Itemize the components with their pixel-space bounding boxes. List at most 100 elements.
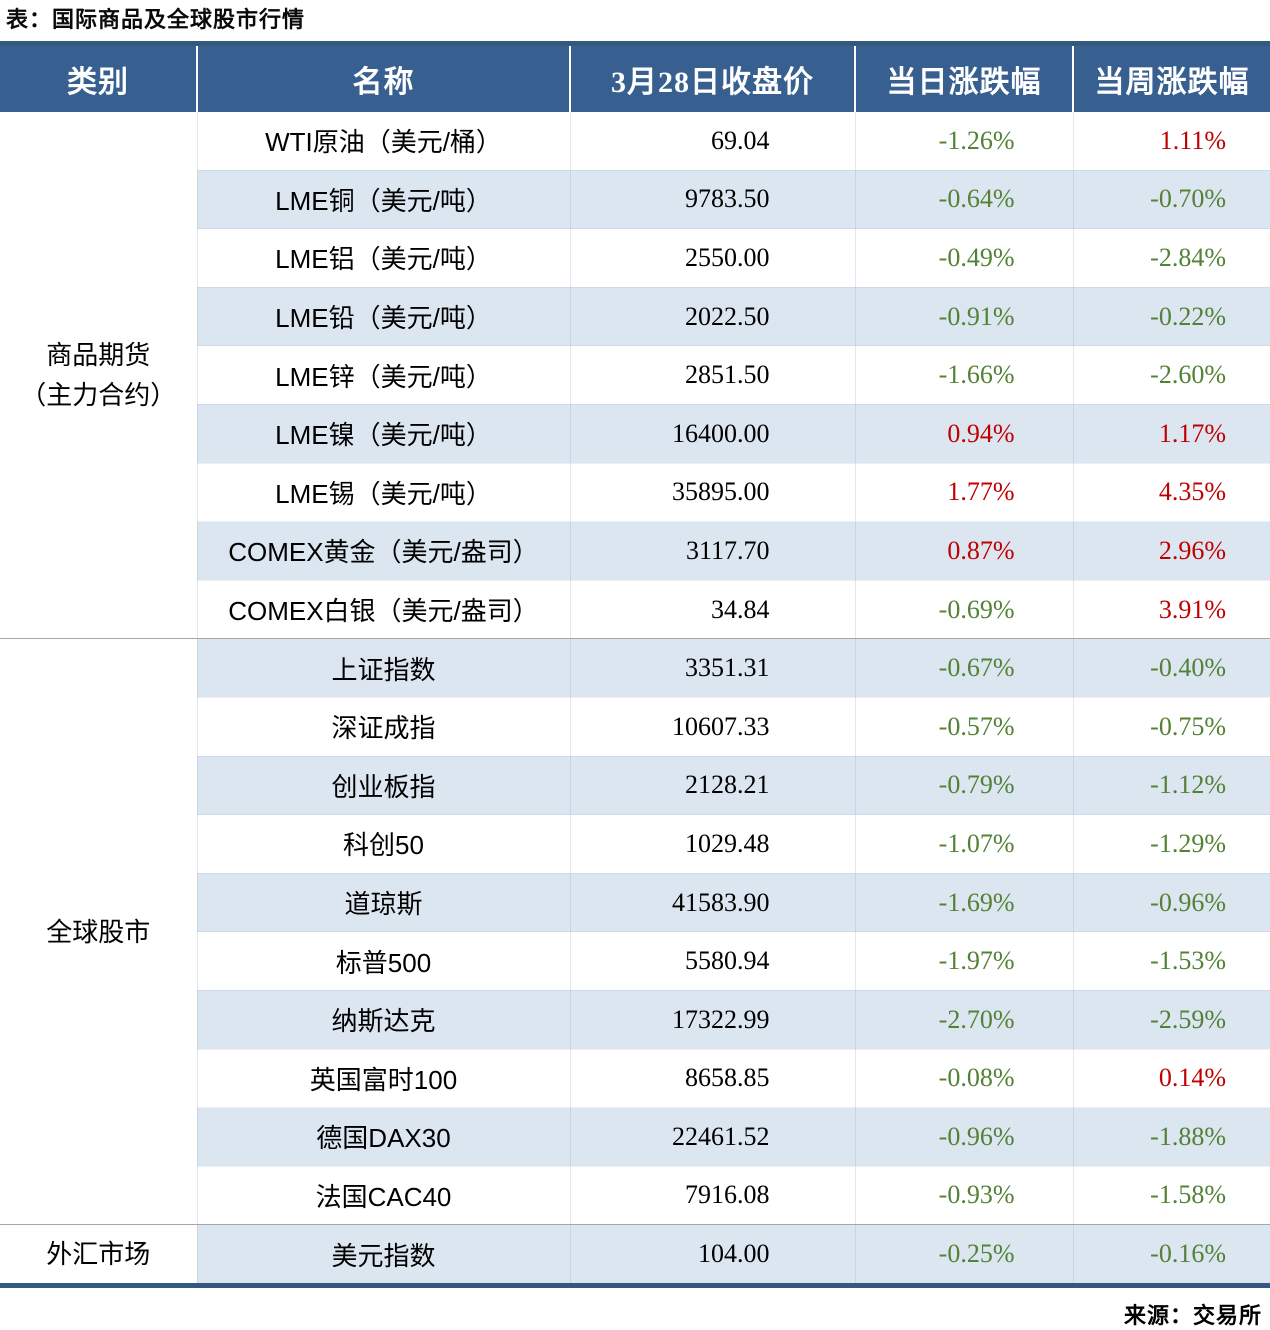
close-price-cell: 5580.94 [570, 931, 856, 991]
name-cell: 标普500 [197, 931, 571, 991]
week-change-cell: -0.75% [1073, 697, 1270, 757]
col-header-close: 3月28日收盘价 [570, 43, 856, 112]
week-change-cell: 1.17% [1073, 404, 1270, 464]
day-change-cell: -1.07% [855, 814, 1074, 874]
close-price-cell: 9783.50 [570, 170, 856, 230]
col-header-category: 类别 [0, 43, 198, 112]
close-price-cell: 41583.90 [570, 873, 856, 933]
table-row: LME铅（美元/吨） 2022.50 -0.91% -0.22% [0, 287, 1270, 347]
category-cell: 全球股市 [0, 638, 198, 1226]
table-row: COMEX黄金（美元/盎司） 3117.70 0.87% 2.96% [0, 521, 1270, 581]
week-change-cell: -1.12% [1073, 756, 1270, 816]
day-change-cell: -0.25% [855, 1224, 1074, 1286]
table-row: 创业板指 2128.21 -0.79% -1.12% [0, 756, 1270, 816]
day-change-cell: -0.91% [855, 287, 1074, 347]
week-change-cell: 2.96% [1073, 521, 1270, 581]
page-title: 表：国际商品及全球股市行情 [6, 7, 306, 32]
day-change-cell: -0.93% [855, 1166, 1074, 1226]
week-change-cell: -1.88% [1073, 1107, 1270, 1167]
name-cell: 上证指数 [197, 638, 571, 698]
name-cell: 创业板指 [197, 756, 571, 816]
name-cell: LME锡（美元/吨） [197, 463, 571, 523]
name-cell: COMEX白银（美元/盎司） [197, 580, 571, 640]
table-row: LME铜（美元/吨） 9783.50 -0.64% -0.70% [0, 170, 1270, 230]
name-cell: 美元指数 [197, 1224, 571, 1286]
week-change-cell: -2.59% [1073, 990, 1270, 1050]
week-change-cell: 4.35% [1073, 463, 1270, 523]
table-row: 科创50 1029.48 -1.07% -1.29% [0, 814, 1270, 874]
quotes-table: 类别 名称 3月28日收盘价 当日涨跌幅 当周涨跌幅 商品期货 （主力合约） WT… [0, 41, 1270, 1288]
table-row: 道琼斯 41583.90 -1.69% -0.96% [0, 873, 1270, 933]
day-change-cell: 0.94% [855, 404, 1074, 464]
close-price-cell: 2022.50 [570, 287, 856, 347]
close-price-cell: 10607.33 [570, 697, 856, 757]
day-change-cell: -0.08% [855, 1049, 1074, 1109]
close-price-cell: 2851.50 [570, 345, 856, 405]
table-header: 类别 名称 3月28日收盘价 当日涨跌幅 当周涨跌幅 [0, 43, 1270, 112]
week-change-cell: -0.70% [1073, 170, 1270, 230]
table-row: COMEX白银（美元/盎司） 34.84 -0.69% 3.91% [0, 580, 1270, 640]
name-cell: LME镍（美元/吨） [197, 404, 571, 464]
table-row: 德国DAX30 22461.52 -0.96% -1.88% [0, 1107, 1270, 1167]
close-price-cell: 2128.21 [570, 756, 856, 816]
table-row: 全球股市 上证指数 3351.31 -0.67% -0.40% [0, 638, 1270, 1226]
category-cell: 外汇市场 [0, 1224, 198, 1286]
close-price-cell: 34.84 [570, 580, 856, 640]
close-price-cell: 1029.48 [570, 814, 856, 874]
col-header-day-change: 当日涨跌幅 [855, 43, 1074, 112]
day-change-cell: -0.57% [855, 697, 1074, 757]
week-change-cell: -2.84% [1073, 228, 1270, 288]
col-header-week-change: 当周涨跌幅 [1073, 43, 1270, 112]
name-cell: 英国富时100 [197, 1049, 571, 1109]
name-cell: 科创50 [197, 814, 571, 874]
table-row: 商品期货 （主力合约） WTI原油（美元/桶） 69.04 -1.26% 1.11% [0, 112, 1270, 640]
table-row: 英国富时100 8658.85 -0.08% 0.14% [0, 1049, 1270, 1109]
close-price-cell: 3117.70 [570, 521, 856, 581]
week-change-cell: -0.96% [1073, 873, 1270, 933]
name-cell: LME铝（美元/吨） [197, 228, 571, 288]
name-cell: 道琼斯 [197, 873, 571, 933]
close-price-cell: 35895.00 [570, 463, 856, 523]
close-price-cell: 104.00 [570, 1224, 856, 1286]
week-change-cell: -1.53% [1073, 931, 1270, 991]
day-change-cell: 0.87% [855, 521, 1074, 581]
name-cell: LME铅（美元/吨） [197, 287, 571, 347]
close-price-cell: 17322.99 [570, 990, 856, 1050]
table-row: LME铝（美元/吨） 2550.00 -0.49% -2.84% [0, 228, 1270, 288]
table-body: 商品期货 （主力合约） WTI原油（美元/桶） 69.04 -1.26% 1.11% LM… [0, 112, 1270, 1286]
name-cell: 纳斯达克 [197, 990, 571, 1050]
close-price-cell: 3351.31 [570, 638, 856, 698]
table-row: 外汇市场 美元指数 104.00 -0.25% -0.16% [0, 1224, 1270, 1286]
name-cell: WTI原油（美元/桶） [197, 112, 571, 171]
table-row: 法国CAC40 7916.08 -0.93% -1.58% [0, 1166, 1270, 1226]
week-change-cell: -0.16% [1073, 1224, 1270, 1286]
week-change-cell: -1.58% [1073, 1166, 1270, 1226]
day-change-cell: -0.64% [855, 170, 1074, 230]
table-row: 标普500 5580.94 -1.97% -1.53% [0, 931, 1270, 991]
table-row: 纳斯达克 17322.99 -2.70% -2.59% [0, 990, 1270, 1050]
header-row: 类别 名称 3月28日收盘价 当日涨跌幅 当周涨跌幅 [0, 43, 1270, 112]
day-change-cell: -0.69% [855, 580, 1074, 640]
day-change-cell: -0.49% [855, 228, 1074, 288]
table-row: LME锡（美元/吨） 35895.00 1.77% 4.35% [0, 463, 1270, 523]
close-price-cell: 7916.08 [570, 1166, 856, 1226]
close-price-cell: 22461.52 [570, 1107, 856, 1167]
day-change-cell: -0.79% [855, 756, 1074, 816]
day-change-cell: -1.97% [855, 931, 1074, 991]
name-cell: LME铜（美元/吨） [197, 170, 571, 230]
day-change-cell: -0.96% [855, 1107, 1074, 1167]
name-cell: LME锌（美元/吨） [197, 345, 571, 405]
day-change-cell: -1.66% [855, 345, 1074, 405]
week-change-cell: -0.22% [1073, 287, 1270, 347]
category-cell: 商品期货 （主力合约） [0, 112, 198, 640]
close-price-cell: 69.04 [570, 112, 856, 171]
name-cell: 法国CAC40 [197, 1166, 571, 1226]
name-cell: COMEX黄金（美元/盎司） [197, 521, 571, 581]
close-price-cell: 8658.85 [570, 1049, 856, 1109]
day-change-cell: 1.77% [855, 463, 1074, 523]
table-row: LME锌（美元/吨） 2851.50 -1.66% -2.60% [0, 345, 1270, 405]
week-change-cell: 1.11% [1073, 112, 1270, 171]
table-row: LME镍（美元/吨） 16400.00 0.94% 1.17% [0, 404, 1270, 464]
close-price-cell: 2550.00 [570, 228, 856, 288]
col-header-name: 名称 [197, 43, 571, 112]
